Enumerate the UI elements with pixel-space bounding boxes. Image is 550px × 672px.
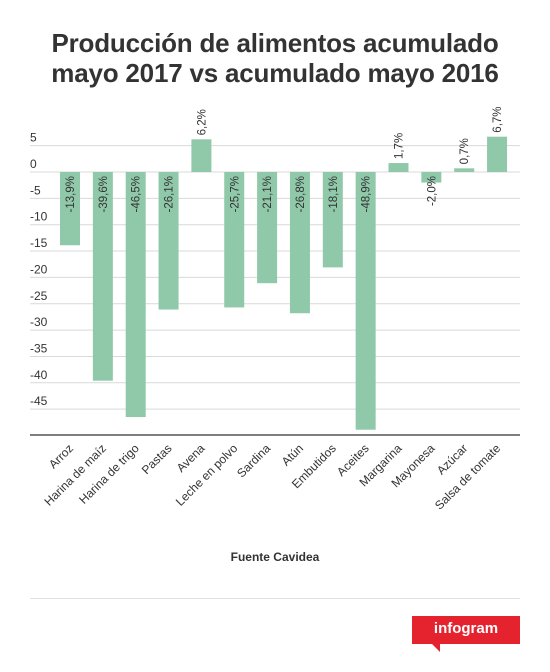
chart-title: Producción de alimentos acumulado mayo 2… [0,28,550,88]
logo-text: infogram [433,620,499,637]
data-label: -26,1% [164,176,176,212]
logo-background [412,616,520,644]
data-label: -26,8% [295,176,307,212]
logo-tail-shape [432,644,440,652]
data-label: -18,1% [328,176,340,212]
bar [355,172,376,430]
source-note: Fuente Cavidea [230,550,320,564]
bar [322,172,343,268]
chart-title-line-2: mayo 2017 vs acumulado mayo 2016 [51,58,499,88]
data-label: 6,7% [492,106,504,132]
x-tick-label: Sardina [234,441,273,480]
y-tick-label: -20 [30,262,48,276]
y-tick-label: -25 [30,289,48,303]
y-tick-label: 5 [30,131,37,145]
data-label: -13,9% [65,176,77,212]
x-tick-label: Atún [279,441,306,468]
infogram-logo[interactable]: infogram [412,616,520,652]
x-tick-label: Pastas [139,441,175,477]
bar [388,163,409,172]
y-tick-label: -15 [30,236,48,250]
data-label: -25,7% [229,176,241,212]
y-tick-label: -5 [30,183,41,197]
bar [421,172,442,183]
data-label: 6,2% [196,109,208,135]
y-tick-label: -45 [30,394,48,408]
bar [487,136,508,172]
bar [289,172,310,314]
data-label: -39,6% [98,176,110,212]
x-tick-label: Arroz [46,441,76,471]
y-tick-label: -30 [30,315,48,329]
footer-divider [30,598,520,599]
bar [257,172,278,284]
bar [60,172,80,246]
bar [191,139,212,172]
bar [92,172,113,381]
bar [158,172,179,310]
y-tick-label: -10 [30,210,48,224]
data-label: -46,5% [131,176,143,212]
bar [224,172,245,308]
data-label: 0,7% [459,138,471,164]
bar [454,168,475,172]
y-tick-label: -40 [30,368,48,382]
data-label: -48,9% [361,176,373,212]
data-label: -21,1% [262,176,274,212]
data-label: -2,0% [426,176,438,206]
bar [125,172,146,418]
y-tick-label: -35 [30,341,48,355]
bar-chart: 5 0 -5 -10 -15 -20 -25 -30 -35 -40 -45 -13,9% -39,6%… [30,106,520,512]
data-label: 1,7% [394,133,406,159]
chart-title-line-1: Producción de alimentos acumulado [51,28,499,58]
y-tick-label: 0 [30,157,37,171]
